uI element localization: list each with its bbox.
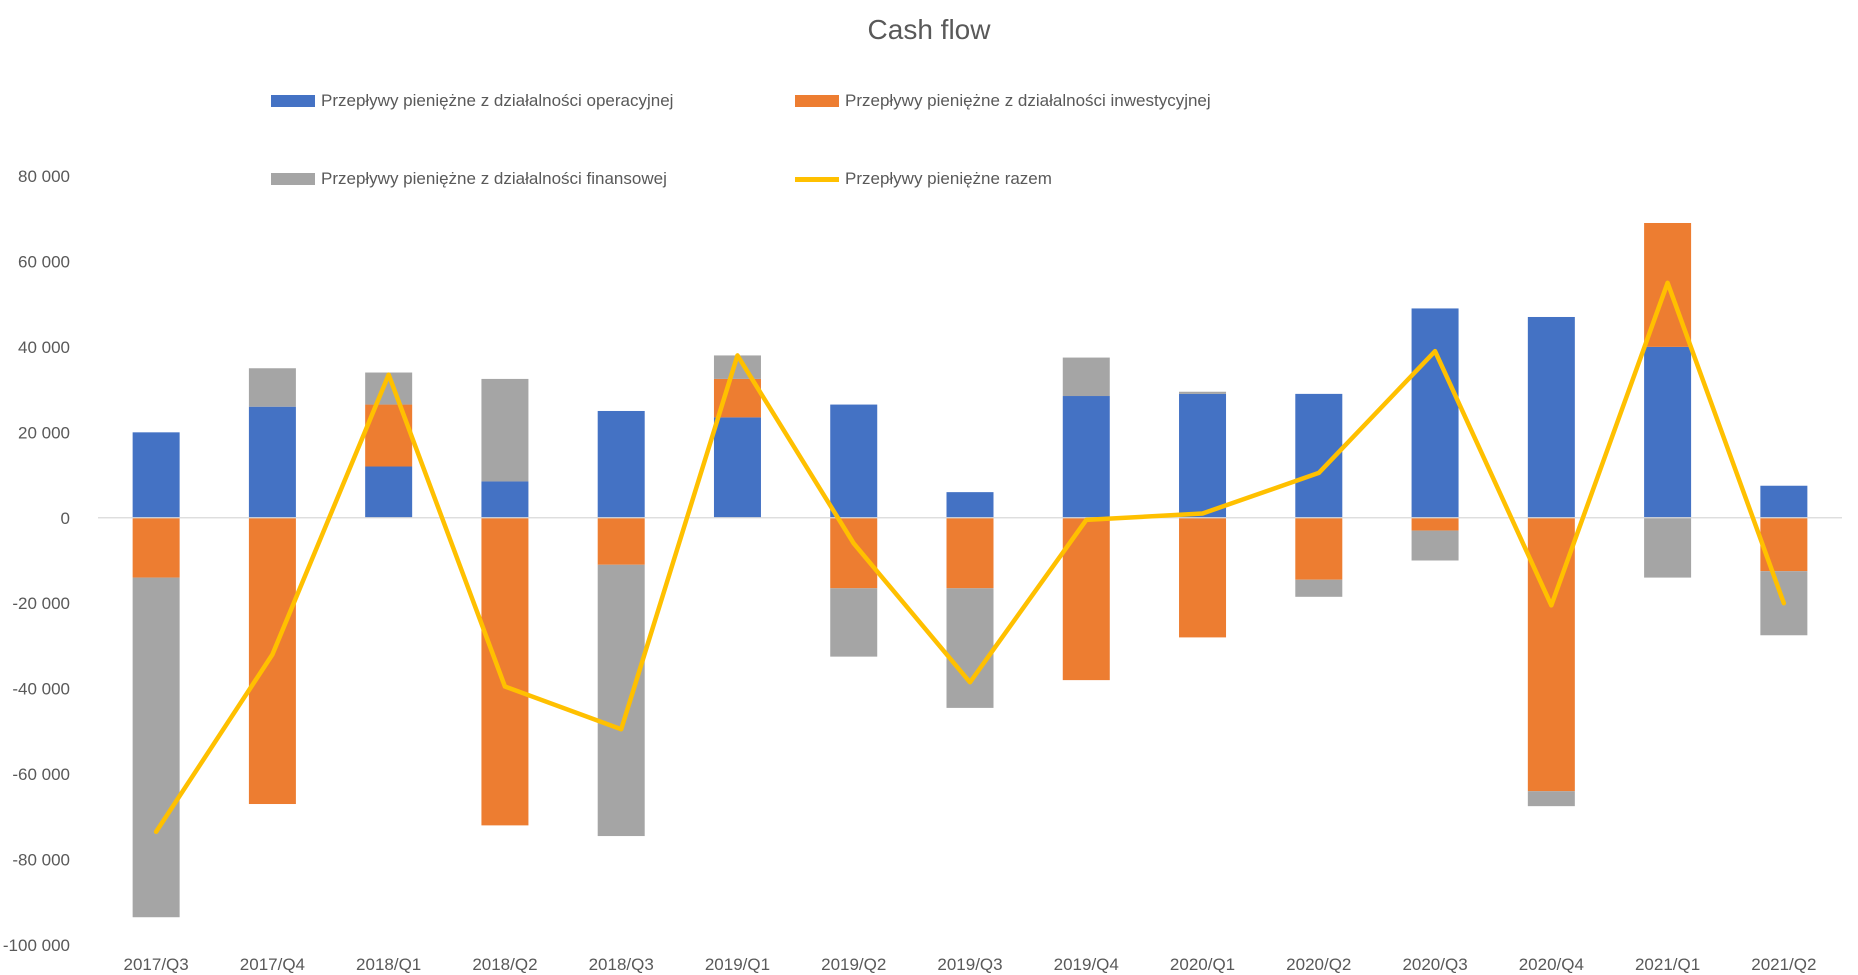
chart-title: Cash flow [867, 14, 991, 45]
bar-series-2 [481, 517, 529, 826]
total-line-point [1433, 349, 1437, 353]
bar-series-2 [1179, 517, 1227, 638]
y-tick-label: 60 000 [18, 252, 70, 271]
total-line-point [619, 727, 623, 731]
bar-series-3 [1062, 357, 1110, 397]
legend-item-financing: Przepływy pieniężne z działalności finan… [271, 169, 667, 189]
bar-series-1 [1644, 346, 1692, 518]
total-line-point [735, 353, 739, 357]
legend-label-operating: Przepływy pieniężne z działalności opera… [321, 91, 674, 110]
legend-item-operating: Przepływy pieniężne z działalności opera… [271, 91, 673, 111]
bar-series-2 [248, 517, 296, 805]
bar-series-3 [248, 368, 296, 407]
bar-series-3 [1644, 517, 1692, 578]
bar-series-1 [1411, 308, 1459, 518]
bar-series-1 [946, 492, 994, 518]
x-tick-label: 2018/Q1 [356, 955, 421, 974]
bar-series-3 [481, 378, 529, 482]
bar-series-1 [248, 406, 296, 518]
bar-series-2 [946, 517, 994, 589]
total-line-point [1201, 512, 1205, 516]
x-tick-label: 2018/Q2 [472, 955, 537, 974]
total-line-point [154, 830, 158, 834]
legend-item-total: Przepływy pieniężne razem [795, 169, 1052, 189]
total-line-point [270, 652, 274, 656]
bar-series-1 [365, 466, 413, 518]
total-line-point [387, 373, 391, 377]
y-tick-label: -20 000 [12, 594, 70, 613]
legend-swatch-operating [271, 95, 315, 107]
x-tick-label: 2017/Q4 [240, 955, 305, 974]
legend-label-investing: Przepływy pieniężne z działalności inwes… [845, 91, 1211, 110]
legend-label-financing: Przepływy pieniężne z działalności finan… [321, 169, 667, 188]
legend-item-investing: Przepływy pieniężne z działalności inwes… [795, 91, 1211, 111]
bar-series-2 [132, 517, 180, 578]
x-tick-label: 2020/Q1 [1170, 955, 1235, 974]
x-tick-label: 2019/Q2 [821, 955, 886, 974]
bar-series-2 [830, 517, 878, 589]
bar-series-1 [597, 410, 645, 518]
bar-series-1 [1179, 393, 1227, 518]
y-tick-label: -40 000 [12, 680, 70, 699]
bar-series-3 [1527, 791, 1575, 807]
x-tick-label: 2020/Q3 [1402, 955, 1467, 974]
bar-series-1 [1760, 485, 1808, 518]
total-line-point [1317, 471, 1321, 475]
total-line-point [1782, 601, 1786, 605]
total-line-point [503, 685, 507, 689]
total-line-point [852, 541, 856, 545]
bar-series-3 [1179, 391, 1227, 394]
bar-series-1 [830, 404, 878, 518]
x-tick-label: 2017/Q3 [124, 955, 189, 974]
bar-series-1 [132, 432, 180, 518]
x-tick-label: 2021/Q2 [1751, 955, 1816, 974]
x-tick-label: 2018/Q3 [589, 955, 654, 974]
bar-series-2 [1411, 517, 1459, 531]
y-tick-label: 80 000 [18, 167, 70, 186]
legend-swatch-financing [271, 173, 315, 185]
bar-series-2 [1295, 517, 1343, 580]
bar-series-1 [1527, 316, 1575, 518]
total-line-point [1084, 518, 1088, 522]
bar-series-3 [597, 564, 645, 837]
x-tick-label: 2019/Q1 [705, 955, 770, 974]
x-tick-label: 2019/Q4 [1054, 955, 1119, 974]
x-tick-label: 2020/Q4 [1519, 955, 1584, 974]
total-line-point [1549, 603, 1553, 607]
y-tick-label: 40 000 [18, 338, 70, 357]
bar-series-2 [597, 517, 645, 565]
y-tick-label: -60 000 [12, 765, 70, 784]
x-tick-label: 2019/Q3 [937, 955, 1002, 974]
y-tick-label: 20 000 [18, 423, 70, 442]
y-tick-label: -100 000 [3, 936, 70, 955]
bar-series-1 [481, 481, 529, 518]
y-tick-label: 0 [61, 509, 70, 528]
legend-line-total [795, 176, 839, 182]
total-line-point [968, 680, 972, 684]
y-tick-label: -80 000 [12, 851, 70, 870]
bar-series-3 [132, 577, 180, 918]
legend-swatch-investing [795, 95, 839, 107]
bar-series-3 [1295, 579, 1343, 597]
bar-series-3 [946, 588, 994, 708]
total-line-point [1666, 281, 1670, 285]
bar-series-3 [1411, 530, 1459, 561]
x-tick-label: 2021/Q1 [1635, 955, 1700, 974]
x-tick-label: 2020/Q2 [1286, 955, 1351, 974]
bar-series-3 [830, 588, 878, 657]
bar-series-1 [713, 417, 761, 518]
bar-series-1 [1062, 396, 1110, 518]
legend-label-total: Przepływy pieniężne razem [845, 169, 1052, 188]
